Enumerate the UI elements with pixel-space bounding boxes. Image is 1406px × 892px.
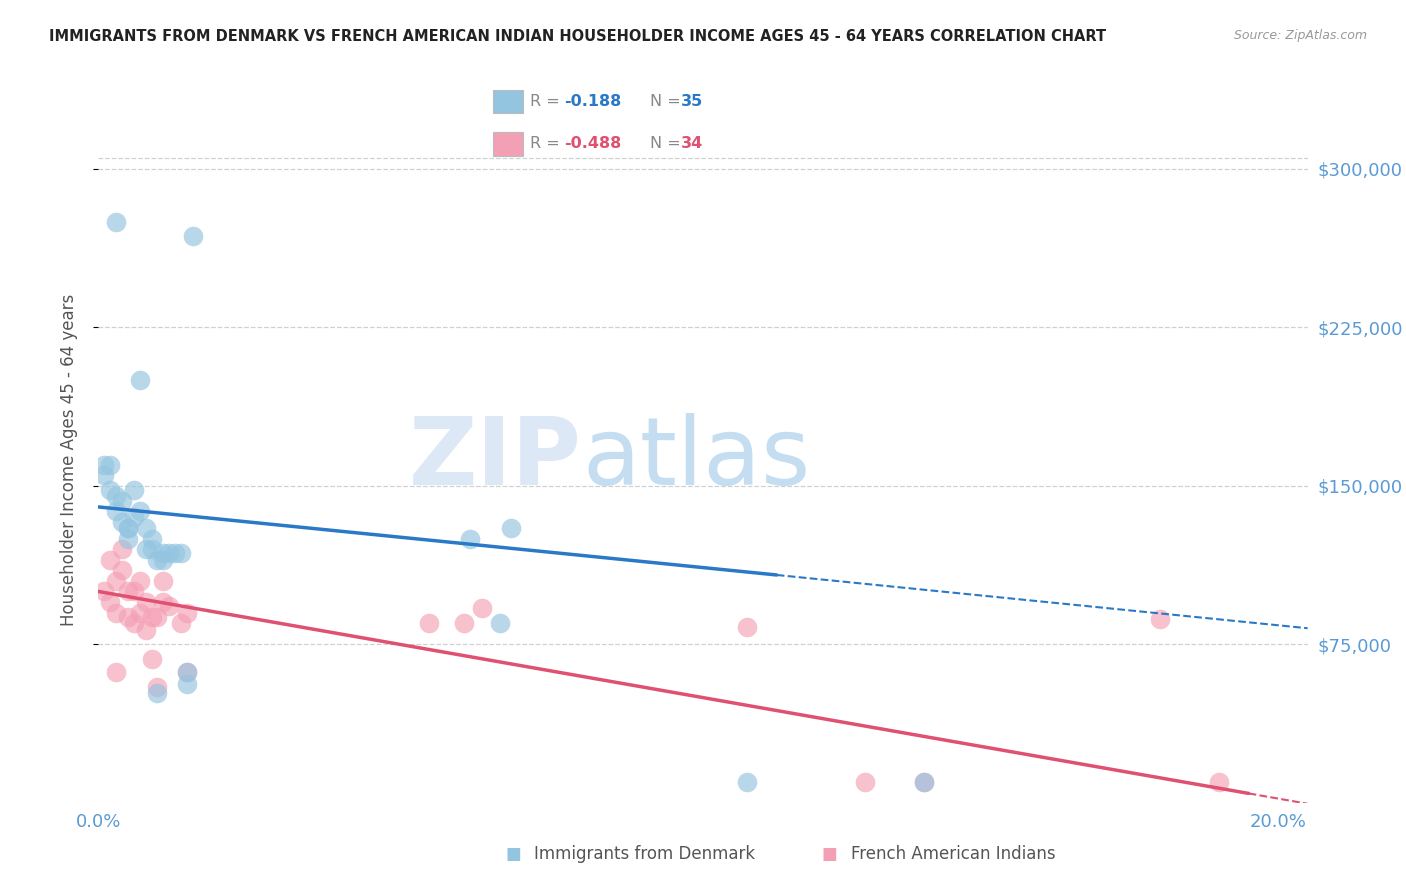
Point (176, 665, 198, 679)
Point (135, 542, 157, 557)
Point (98, 458, 121, 472)
Point (141, 532, 163, 546)
Point (93, 584, 115, 599)
Point (128, 574, 150, 588)
Text: 34: 34 (681, 136, 703, 152)
Point (157, 546, 180, 560)
Point (128, 504, 150, 518)
Point (105, 489, 128, 503)
Point (1149, 612, 1171, 626)
Point (141, 652, 163, 666)
Text: 35: 35 (681, 94, 703, 109)
Point (453, 616, 475, 631)
Point (111, 515, 134, 529)
Text: R =: R = (530, 136, 560, 152)
FancyBboxPatch shape (494, 132, 523, 156)
Point (146, 686, 169, 700)
Point (105, 606, 128, 620)
Point (128, 606, 150, 620)
Point (141, 610, 163, 624)
Text: N =: N = (650, 136, 681, 152)
Text: ■: ■ (821, 846, 838, 863)
Point (98, 595, 121, 609)
Point (458, 532, 481, 546)
Point (105, 504, 128, 518)
Point (98, 483, 121, 497)
Point (176, 665, 198, 679)
Point (735, 774, 758, 789)
Point (501, 521, 523, 535)
Point (146, 680, 169, 694)
Point (170, 546, 193, 560)
Text: ■: ■ (505, 846, 522, 863)
Point (488, 616, 510, 631)
Point (117, 610, 139, 624)
Point (117, 521, 139, 535)
Point (152, 595, 174, 609)
Point (1208, 774, 1230, 789)
Text: Source: ZipAtlas.com: Source: ZipAtlas.com (1233, 29, 1367, 43)
Text: -0.488: -0.488 (565, 136, 621, 152)
Point (152, 553, 174, 567)
Point (105, 214, 128, 228)
Text: IMMIGRANTS FROM DENMARK VS FRENCH AMERICAN INDIAN HOUSEHOLDER INCOME AGES 45 - 6: IMMIGRANTS FROM DENMARK VS FRENCH AMERIC… (49, 29, 1107, 45)
Point (152, 546, 174, 560)
Text: atlas: atlas (582, 413, 810, 506)
Point (853, 774, 876, 789)
Point (912, 774, 935, 789)
Text: R =: R = (530, 94, 560, 109)
Point (105, 574, 128, 588)
Point (135, 595, 157, 609)
Point (176, 677, 198, 691)
Point (117, 584, 139, 599)
Text: French American Indians: French American Indians (851, 846, 1056, 863)
Point (122, 483, 145, 497)
Text: ZIP: ZIP (409, 413, 582, 506)
Point (122, 510, 145, 524)
Point (135, 623, 157, 637)
Y-axis label: Householder Income Ages 45 - 64 years: Householder Income Ages 45 - 64 years (59, 293, 77, 625)
Point (111, 563, 134, 577)
Point (912, 774, 935, 789)
Point (111, 542, 134, 557)
Point (141, 542, 163, 557)
Point (735, 620, 758, 634)
FancyBboxPatch shape (494, 89, 523, 113)
Point (181, 229, 204, 244)
Point (93, 468, 115, 483)
Point (93, 458, 115, 472)
Point (128, 373, 150, 387)
Point (176, 606, 198, 620)
Text: -0.188: -0.188 (565, 94, 621, 109)
Text: Immigrants from Denmark: Immigrants from Denmark (534, 846, 755, 863)
Point (117, 532, 139, 546)
Point (157, 599, 180, 614)
Point (111, 493, 134, 508)
Point (122, 584, 145, 599)
Point (135, 521, 157, 535)
Point (165, 546, 187, 560)
Point (105, 665, 128, 679)
Text: N =: N = (650, 94, 681, 109)
Point (98, 553, 121, 567)
Point (471, 601, 494, 615)
Point (418, 616, 440, 631)
Point (117, 521, 139, 535)
Point (146, 553, 169, 567)
Point (152, 574, 174, 588)
Point (122, 616, 145, 631)
Point (146, 610, 169, 624)
Point (170, 616, 193, 631)
